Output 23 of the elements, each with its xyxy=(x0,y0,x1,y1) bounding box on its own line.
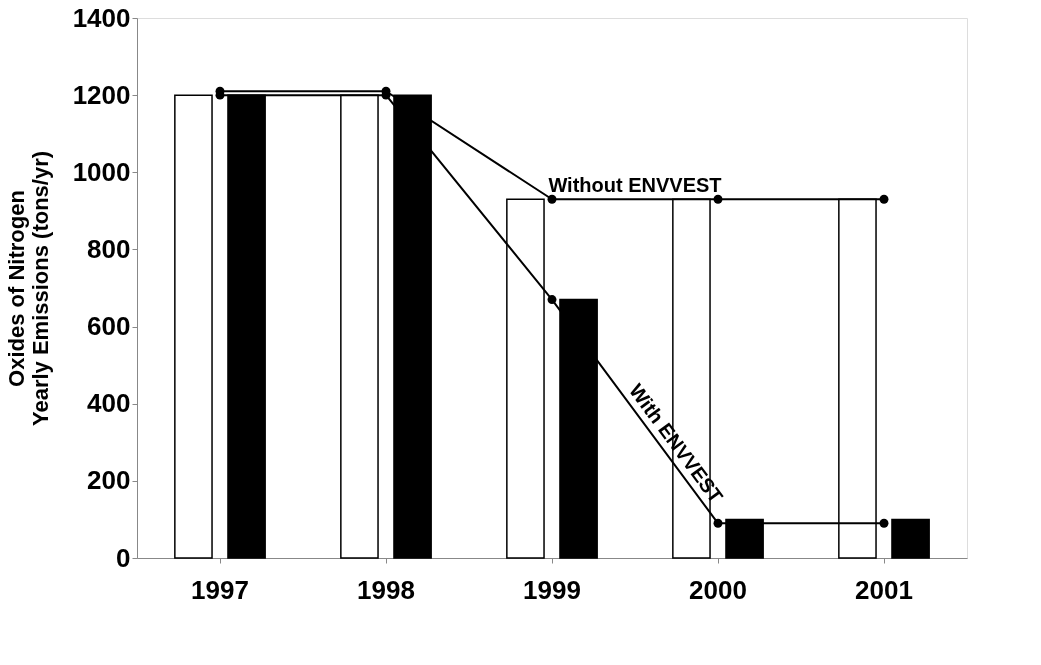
point xyxy=(713,518,723,528)
point xyxy=(547,295,557,305)
y-tick-label: 0 xyxy=(116,542,131,573)
y-tick-label: 600 xyxy=(87,311,131,342)
series-label: Without ENVVEST xyxy=(548,174,722,197)
y-tick-label: 800 xyxy=(87,233,131,264)
y-tick-label: 1400 xyxy=(72,2,131,33)
x-tick-label: 1998 xyxy=(357,574,415,605)
y-tick-label: 200 xyxy=(87,465,131,496)
point xyxy=(547,194,557,204)
y-axis-title: Oxides of Nitrogen Yearly Emissions (tons/yr) xyxy=(3,150,53,427)
y-tick-label: 400 xyxy=(87,388,131,419)
point xyxy=(879,518,889,528)
bar xyxy=(174,94,213,559)
bar xyxy=(891,518,930,559)
x-tick-label: 1997 xyxy=(191,574,249,605)
point xyxy=(879,194,889,204)
x-tick-label: 1999 xyxy=(523,574,581,605)
y-tick-label: 1000 xyxy=(72,156,131,187)
x-tick-label: 2001 xyxy=(855,574,913,605)
point xyxy=(713,194,723,204)
y-tick-label: 1200 xyxy=(72,79,131,110)
x-tick-label: 2000 xyxy=(689,574,747,605)
